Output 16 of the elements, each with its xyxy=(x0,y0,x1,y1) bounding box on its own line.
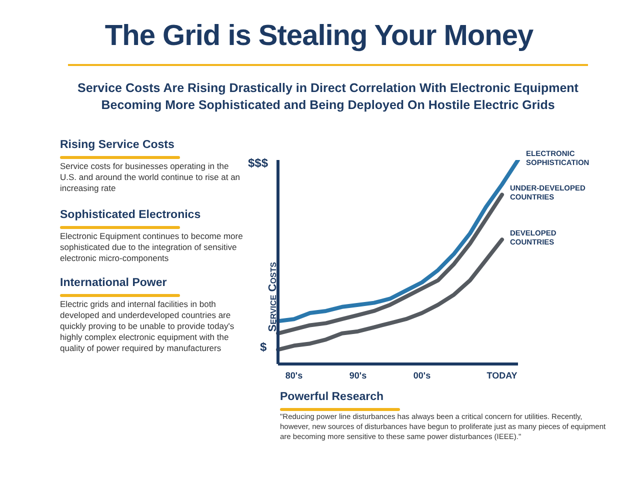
text: International Power xyxy=(60,277,168,289)
text: Electric grids and internal facilities in both developed and underdeveloped countries are quickly proving to be unable to provide today's highly complex electronic equipment with the quality of power required by manufacturers xyxy=(60,299,236,354)
text: Electronic Equipment continues to become more sophisticated due to the integration of sensitive electronic micro-components xyxy=(60,231,244,264)
x-tick-label: 00's xyxy=(413,370,431,380)
x-tick-label: 90's xyxy=(349,370,367,380)
text: $$$ xyxy=(248,156,268,170)
y-axis-title: Service Costs xyxy=(266,261,279,332)
text: $ xyxy=(260,340,267,354)
text: Rising Service Costs xyxy=(60,139,176,151)
x-tick-label: 80's xyxy=(285,370,303,380)
text: Sophisticated Electronics xyxy=(60,209,202,221)
text: Service costs for businesses operating in the U.S. and around the world continue to rise at an increasing rate xyxy=(60,161,242,194)
x-tick-label: TODAY xyxy=(486,370,518,380)
chart-subtitle: Service Costs Are Rising Drastically in Direct Correlation With Electronic Equipment Becoming More Sophisticated and Being Deployed On Hostile Electric Grids xyxy=(76,80,580,114)
text: Powerful Research xyxy=(280,391,385,403)
chart-title: The Grid is Stealing Your Money xyxy=(104,20,534,53)
